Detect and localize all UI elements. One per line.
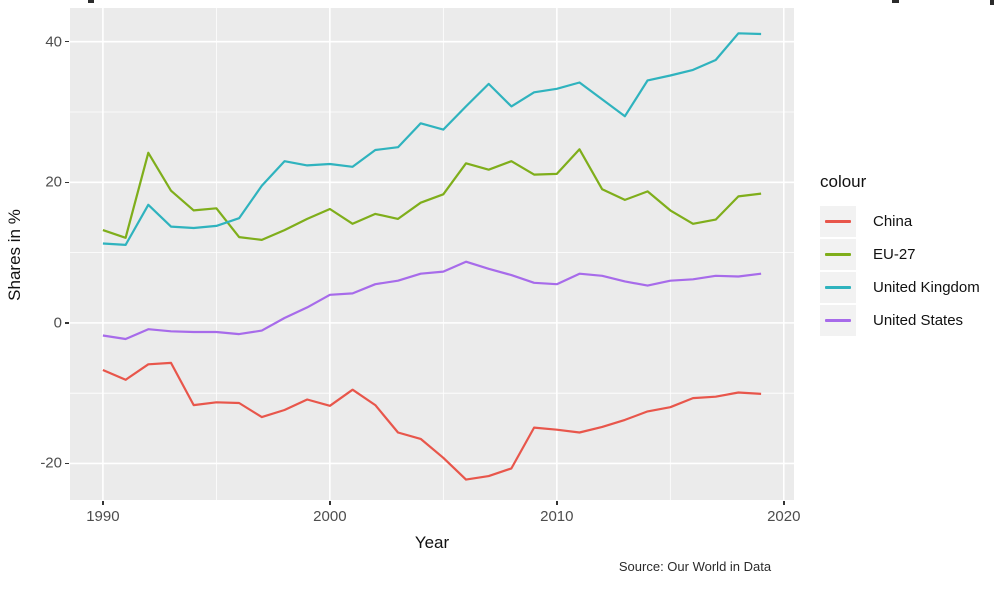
- legend-key-united-states: [820, 305, 856, 336]
- y-tick-mark: [65, 322, 69, 324]
- cut-off-title-fragment: [990, 0, 994, 5]
- legend-entry-united-kingdom: United Kingdom: [820, 271, 998, 304]
- x-tick-mark: [102, 501, 104, 505]
- legend-key-line-icon: [825, 286, 851, 289]
- legend-key-line-icon: [825, 220, 851, 223]
- y-axis-title: Shares in %: [5, 209, 24, 301]
- legend-key-united-kingdom: [820, 272, 856, 303]
- legend-title: colour: [820, 172, 867, 191]
- series-line-eu-27: [102, 148, 762, 241]
- legend-key-line-icon: [825, 253, 851, 256]
- legend-entry-eu-27: EU-27: [820, 238, 998, 271]
- legend: colour China EU-27 United Kingdom United St…: [820, 172, 998, 337]
- y-tick-mark: [65, 462, 69, 465]
- legend-entry-united-states: United States: [820, 304, 998, 337]
- source-note: Source: Our World in Data: [618, 559, 772, 574]
- x-tick-label: 2000: [313, 508, 347, 525]
- legend-label-united-kingdom: United Kingdom: [873, 279, 980, 296]
- legend-entry-china: China: [820, 205, 998, 238]
- x-axis-title: Year: [414, 533, 450, 552]
- legend-key-china: [820, 206, 856, 237]
- x-tick-label: 1990: [86, 508, 120, 525]
- legend-key-eu-27: [820, 239, 856, 270]
- cut-off-title-fragment: [892, 0, 899, 3]
- y-tick-label: 0: [53, 314, 62, 332]
- legend-key-line-icon: [825, 319, 851, 322]
- series-line-united-kingdom: [102, 32, 762, 246]
- legend-label-united-states: United States: [873, 312, 964, 329]
- legend-label-china: China: [873, 213, 913, 230]
- y-tick-label: 40: [45, 33, 62, 51]
- y-tick-label: 20: [45, 173, 62, 191]
- x-tick-label: 2020: [767, 508, 801, 525]
- cut-off-title-fragment: [88, 0, 94, 3]
- x-tick-label: 2010: [540, 508, 574, 525]
- series-line-united-states: [102, 260, 762, 341]
- legend-label-eu-27: EU-27: [873, 246, 916, 263]
- legend-entries: China EU-27 United Kingdom United States: [820, 205, 998, 337]
- x-tick-mark: [783, 501, 785, 505]
- y-tick-label: -20: [40, 454, 62, 472]
- plot-panel: [70, 8, 794, 500]
- series-line-china: [102, 361, 762, 481]
- y-tick-mark: [65, 181, 69, 184]
- y-tick-mark: [65, 40, 69, 43]
- chart-lines-svg: [70, 8, 794, 500]
- x-tick-mark: [329, 501, 331, 505]
- x-tick-mark: [556, 501, 558, 505]
